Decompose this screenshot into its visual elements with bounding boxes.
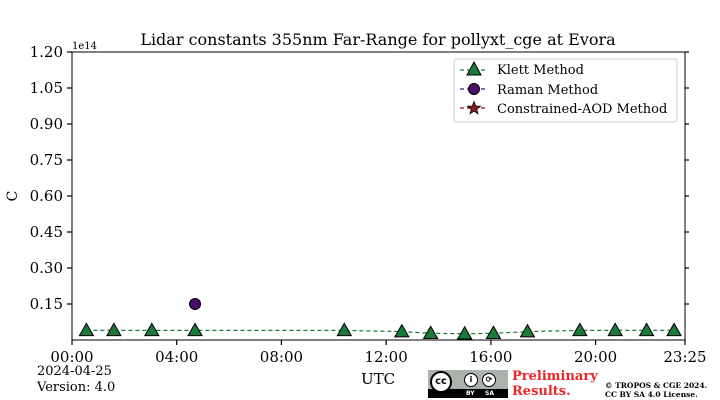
- klett-data-point: [485, 325, 502, 340]
- klett-data-point: [422, 325, 439, 340]
- legend-constrained-label: Constrained-AOD Method: [497, 102, 667, 117]
- x-tick-label: 20:00: [574, 348, 617, 366]
- y-tick-label: 1.20: [30, 43, 63, 61]
- by-person-icon: i: [464, 373, 478, 387]
- cc-logo-icon: cc: [430, 371, 452, 393]
- preliminary-line-2: Results.: [512, 384, 571, 399]
- legend-raman-label: Raman Method: [497, 83, 598, 98]
- klett-data-point: [571, 322, 588, 337]
- cc-sa-text: SA: [485, 390, 494, 397]
- x-tick-label: 16:00: [469, 348, 512, 366]
- date-label: 2024-04-25: [37, 364, 112, 379]
- y-tick-label: 0.45: [30, 223, 63, 241]
- y-tick-label: 1.05: [30, 79, 63, 97]
- legend-box: [453, 58, 678, 123]
- raman-data-point: [189, 298, 202, 310]
- legend: Klett Method Raman Method Constrained-AO…: [453, 58, 678, 123]
- y-tick-label: 0.30: [30, 259, 63, 277]
- klett-data-point: [336, 322, 353, 337]
- copyright-line-1: © TROPOS & CGE 2024.: [605, 381, 708, 390]
- y-tick-label: 0.60: [30, 187, 63, 205]
- y-axis-label: C: [5, 191, 21, 202]
- x-tick-label: 08:00: [260, 348, 303, 366]
- preliminary-line-1: Preliminary: [512, 369, 598, 384]
- x-tick-label: 23:25: [663, 348, 706, 366]
- share-alike-icon: ⟳: [482, 373, 496, 387]
- klett-data-point: [78, 322, 95, 337]
- cc-license-badge: cc i ⟳ BY SA: [428, 370, 508, 398]
- legend-constrained-marker: [466, 100, 482, 115]
- legend-klett-label: Klett Method: [497, 63, 584, 78]
- legend-raman-marker: [468, 83, 480, 95]
- legend-klett-marker: [466, 60, 482, 76]
- klett-data-point: [106, 322, 122, 337]
- cc-by-text: BY: [466, 390, 475, 397]
- x-tick-label: 04:00: [155, 348, 198, 366]
- klett-data-point: [187, 322, 203, 337]
- klett-data-point: [519, 323, 536, 338]
- klett-data-point: [666, 322, 682, 337]
- chart-title: Lidar constants 355nm Far-Range for poll…: [140, 30, 616, 49]
- series-line-0: [86, 329, 675, 335]
- x-tick-label: 12:00: [365, 348, 408, 366]
- klett-data-point: [393, 323, 410, 338]
- preliminary-notice: Preliminary Results.: [512, 369, 598, 399]
- copyright-notice: © TROPOS & CGE 2024. CC BY SA 4.0 Licens…: [605, 381, 707, 399]
- klett-data-point: [456, 325, 473, 340]
- klett-data-point: [143, 322, 160, 337]
- y-tick-label: 0.15: [30, 295, 63, 313]
- x-tick-label: 00:00: [50, 348, 93, 366]
- version-label: Version: 4.0: [37, 380, 116, 395]
- y-tick-label: 0.75: [30, 151, 63, 169]
- y-multiplier-label: 1e14: [72, 41, 97, 52]
- x-axis-label: UTC: [361, 370, 395, 388]
- y-tick-label: 0.90: [30, 115, 63, 133]
- copyright-line-2: CC BY SA 4.0 License.: [605, 390, 698, 399]
- klett-data-point: [638, 322, 655, 337]
- klett-data-point: [607, 322, 624, 337]
